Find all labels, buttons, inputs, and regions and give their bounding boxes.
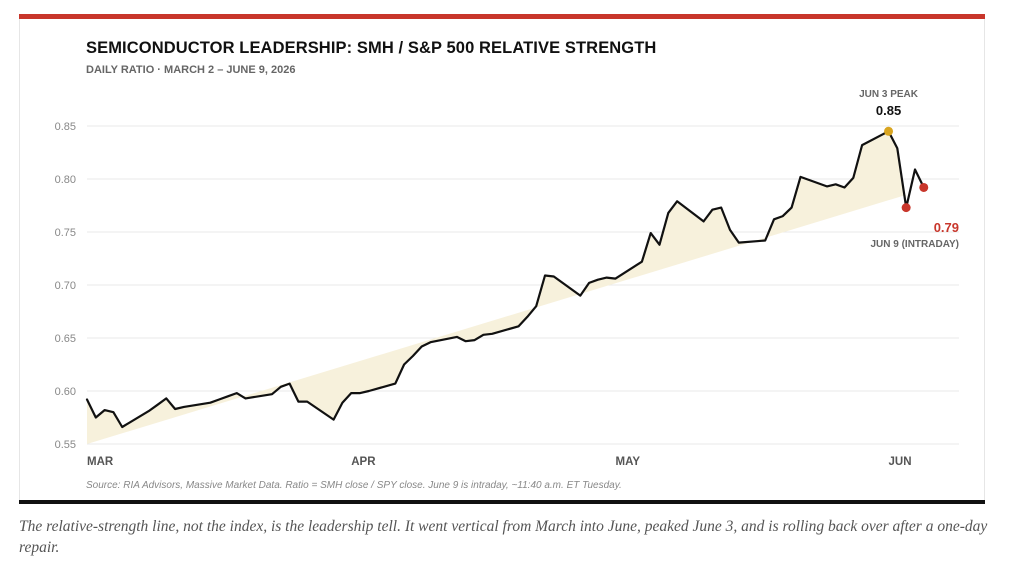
chart-title: SEMICONDUCTOR LEADERSHIP: SMH / S&P 500 …	[86, 39, 657, 57]
latest-label: JUN 9 (INTRADAY)	[870, 239, 959, 250]
trend-fill-band	[87, 131, 907, 445]
y-tick-label: 0.65	[55, 333, 76, 345]
y-tick-label: 0.80	[55, 174, 76, 186]
x-tick-label: JUN	[889, 456, 912, 468]
peak-marker	[884, 126, 894, 136]
peak-label: JUN 3 PEAK	[859, 89, 919, 100]
peak-value-label: 0.85	[876, 103, 901, 118]
y-tick-label: 0.70	[55, 280, 76, 292]
top-accent-bar	[19, 14, 985, 19]
latest-marker	[919, 182, 929, 192]
source-note: Source: RIA Advisors, Massive Market Dat…	[86, 480, 622, 491]
x-tick-label: MAR	[87, 456, 114, 468]
chart-caption: The relative-strength line, not the inde…	[19, 518, 988, 556]
chart-card: SEMICONDUCTOR LEADERSHIP: SMH / S&P 500 …	[19, 14, 985, 504]
x-tick-label: MAY	[615, 456, 640, 468]
series-line	[85, 130, 925, 429]
y-tick-label: 0.75	[55, 227, 76, 239]
intraday-low-marker	[901, 203, 911, 213]
y-tick-label: 0.55	[55, 439, 76, 451]
bottom-accent-bar	[19, 500, 985, 504]
chart-subtitle: DAILY RATIO · MARCH 2 – JUNE 9, 2026	[86, 64, 296, 76]
latest-value-label: 0.79	[934, 220, 959, 235]
x-tick-label: APR	[351, 456, 376, 468]
y-tick-label: 0.60	[55, 386, 76, 398]
plot-area: 0.55 0.60 0.65 0.70 0.75 0.80 0.85 MAR APR MAY JUN…	[55, 89, 959, 468]
card-border	[19, 19, 985, 500]
y-tick-label: 0.85	[55, 121, 76, 133]
